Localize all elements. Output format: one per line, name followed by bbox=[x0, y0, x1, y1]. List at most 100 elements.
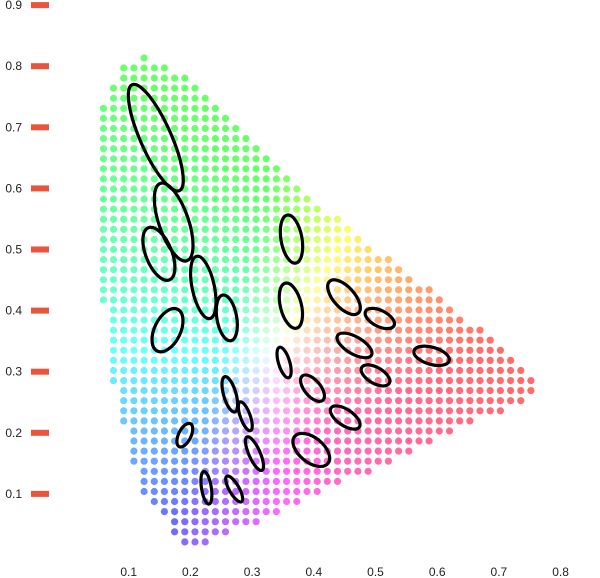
chromaticity-dot bbox=[313, 296, 321, 304]
chromaticity-dot bbox=[191, 114, 199, 122]
chromaticity-dot bbox=[120, 316, 128, 324]
chromaticity-dot bbox=[242, 377, 250, 385]
chromaticity-dot bbox=[130, 447, 138, 455]
chromaticity-dot bbox=[313, 266, 321, 274]
chromaticity-dot bbox=[120, 245, 128, 254]
chromaticity-dot bbox=[242, 387, 250, 395]
chromaticity-dot bbox=[181, 447, 189, 455]
chromaticity-dot bbox=[171, 74, 179, 82]
chromaticity-dot bbox=[211, 417, 219, 425]
chromaticity-dot bbox=[303, 326, 311, 334]
chromaticity-dot bbox=[364, 427, 372, 435]
chromaticity-dot bbox=[130, 427, 138, 435]
chromaticity-dot bbox=[293, 235, 301, 243]
chromaticity-dot bbox=[120, 215, 128, 223]
chromaticity-dot bbox=[191, 457, 199, 465]
chromaticity-dot bbox=[181, 74, 189, 82]
macadam-ellipse bbox=[175, 421, 195, 449]
chromaticity-dot bbox=[120, 346, 128, 354]
chromaticity-dot bbox=[160, 356, 168, 364]
chromaticity-dot bbox=[344, 467, 352, 475]
chromaticity-dot bbox=[272, 447, 280, 455]
chromaticity-dot bbox=[211, 346, 219, 354]
chromaticity-dot bbox=[171, 366, 179, 375]
chromaticity-dot bbox=[496, 377, 504, 385]
chromaticity-dot bbox=[415, 397, 423, 405]
chromaticity-dot bbox=[333, 316, 342, 324]
chromaticity-dot bbox=[486, 346, 494, 354]
chromaticity-dot bbox=[181, 135, 189, 143]
chromaticity-dot bbox=[252, 296, 260, 304]
chromaticity-dot bbox=[181, 306, 189, 314]
chromaticity-dot bbox=[384, 387, 392, 395]
chromaticity-dot bbox=[456, 366, 464, 375]
chromaticity-dot bbox=[272, 417, 280, 425]
chromaticity-dot bbox=[191, 508, 199, 516]
chromaticity-dot bbox=[191, 266, 199, 274]
chromaticity-dot bbox=[232, 427, 240, 435]
chromaticity-dot bbox=[191, 175, 199, 183]
y-tick-label: 0.8 bbox=[5, 59, 22, 73]
chromaticity-dot bbox=[303, 377, 311, 385]
chromaticity-dot bbox=[496, 356, 504, 364]
chromaticity-dot bbox=[181, 104, 189, 112]
chromaticity-dot bbox=[160, 417, 168, 425]
chromaticity-dot bbox=[527, 387, 535, 395]
chromaticity-dot bbox=[201, 528, 209, 536]
chromaticity-dot bbox=[262, 165, 270, 173]
chromaticity-dot bbox=[425, 437, 433, 445]
chromaticity-dot bbox=[171, 497, 179, 506]
chromaticity-dot bbox=[201, 427, 209, 435]
chromaticity-dot bbox=[313, 427, 321, 435]
chromaticity-dot bbox=[171, 205, 179, 213]
chromaticity-dot bbox=[456, 397, 464, 405]
chromaticity-dot bbox=[405, 346, 413, 354]
chromaticity-dot bbox=[211, 518, 219, 526]
chromaticity-dot bbox=[130, 407, 138, 415]
chromaticity-dot bbox=[252, 235, 260, 243]
chromaticity-dot bbox=[130, 135, 138, 143]
chromaticity-dot bbox=[221, 306, 230, 314]
chromaticity-dot bbox=[191, 397, 199, 405]
macadam-ellipse bbox=[275, 345, 293, 380]
chromaticity-dot bbox=[130, 387, 138, 395]
chromaticity-dot bbox=[211, 165, 219, 173]
chromaticity-dot bbox=[395, 407, 403, 415]
chromaticity-dot bbox=[395, 417, 403, 425]
y-tick-label: 0.6 bbox=[5, 181, 22, 195]
chromaticity-dot bbox=[130, 286, 138, 294]
chromaticity-dot bbox=[171, 316, 179, 324]
chromaticity-dot bbox=[313, 387, 321, 395]
chromaticity-dot bbox=[364, 437, 372, 445]
chromaticity-dot bbox=[303, 346, 311, 354]
chromaticity-dot bbox=[445, 417, 454, 425]
chromaticity-dot bbox=[303, 437, 311, 445]
chromaticity-dot bbox=[120, 114, 128, 122]
chromaticity-dot bbox=[171, 124, 179, 133]
chromaticity-dot bbox=[445, 326, 454, 334]
chromaticity-dot bbox=[364, 245, 372, 254]
chromaticity-dot bbox=[456, 377, 464, 385]
chromaticity-dot bbox=[435, 306, 443, 314]
chromaticity-dot bbox=[425, 417, 433, 425]
chromaticity-dot bbox=[221, 286, 230, 294]
chromaticity-dot bbox=[171, 104, 179, 112]
chromaticity-dot bbox=[262, 266, 270, 274]
chromaticity-dot bbox=[293, 377, 301, 385]
chromaticity-dot bbox=[384, 457, 392, 465]
chromaticity-dot bbox=[344, 437, 352, 445]
chromaticity-dot bbox=[160, 94, 168, 102]
chromaticity-dot bbox=[201, 195, 209, 203]
chromaticity-dot bbox=[303, 215, 311, 223]
chromaticity-dot bbox=[242, 145, 250, 153]
chromaticity-dot bbox=[323, 377, 331, 385]
chromaticity-dot bbox=[140, 135, 148, 143]
chromaticity-dot bbox=[130, 336, 138, 344]
chromaticity-dot bbox=[109, 195, 118, 203]
chromaticity-dot bbox=[252, 145, 260, 153]
chromaticity-dot bbox=[160, 497, 168, 506]
macadam-ellipses bbox=[126, 82, 451, 506]
chromaticity-dot bbox=[181, 124, 189, 133]
chromaticity-dot bbox=[283, 336, 291, 344]
chromaticity-dot bbox=[272, 457, 280, 465]
